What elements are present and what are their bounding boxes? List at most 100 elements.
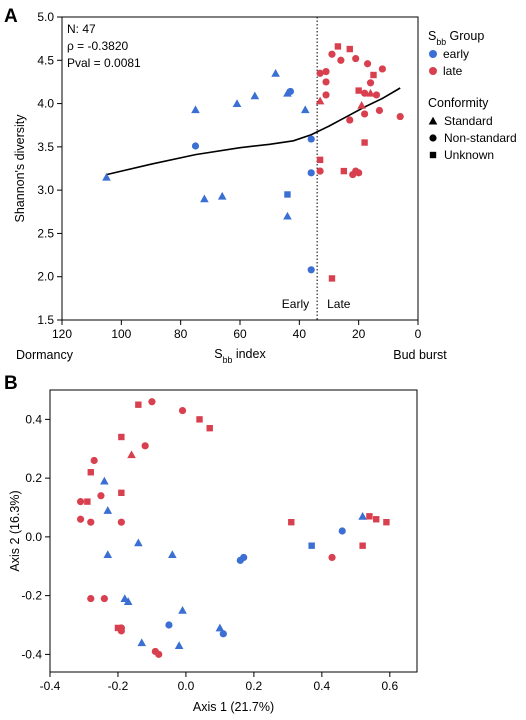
point-b-late-circle (100, 594, 108, 603)
point-b-late-circle (87, 518, 95, 526)
point-b-late-circle (148, 398, 156, 406)
point-b-early-square (308, 542, 315, 549)
x-end-label-right: Bud burst (393, 348, 447, 362)
x-tick-label-a: 0 (415, 327, 422, 341)
point-b-late-circle (155, 650, 163, 658)
stat-pval: Pval = 0.0081 (67, 56, 141, 70)
point-a-late-circle (375, 106, 384, 115)
point-b-late-square (196, 416, 203, 423)
point-b-late-square (87, 469, 94, 476)
legend-shape-square (429, 151, 437, 159)
point-b-late-circle (328, 553, 336, 562)
y-tick-label-a: 4.5 (37, 53, 54, 67)
legend-label-circle: Non-standard (444, 131, 517, 145)
point-b-late-square (383, 518, 390, 526)
legend-swatch-late (429, 67, 437, 75)
point-a-late-square (334, 43, 342, 50)
point-a-early-triangle (300, 105, 310, 114)
x-tick-label-a: 100 (111, 327, 131, 341)
x-tick-label-a: 20 (352, 327, 366, 341)
point-b-late-square (373, 516, 380, 523)
y-axis-label-b: Axis 2 (16.3%) (8, 490, 22, 571)
y-tick-label-a: 4.0 (37, 97, 54, 111)
point-a-late-circle (322, 91, 330, 99)
panel-b-letter: B (4, 373, 18, 394)
point-a-late-square (361, 139, 368, 146)
point-a-early-circle (307, 169, 315, 177)
stat-n: N: 47 (67, 22, 96, 36)
point-a-late-triangle (357, 101, 366, 109)
point-a-late-circle (316, 167, 324, 175)
legend-label-late: late (443, 64, 463, 78)
point-b-late-circle (117, 627, 125, 635)
point-a-late-triangle (315, 96, 325, 105)
y-tick-label-a: 5.0 (37, 10, 54, 24)
x-tick-label-b: -0.2 (108, 679, 129, 693)
point-a-late-circle (361, 110, 369, 118)
threshold-label-early: Early (282, 297, 309, 311)
point-a-late-square (370, 71, 377, 79)
point-b-early-triangle (137, 638, 147, 647)
point-b-late-circle (90, 456, 98, 465)
point-b-late-circle (76, 498, 85, 506)
point-b-early-triangle (358, 512, 367, 520)
legend-swatch-early (429, 50, 437, 58)
point-b-late-circle (141, 442, 149, 450)
x-tick-label-a: 60 (233, 327, 247, 341)
point-a-early-triangle (102, 172, 111, 181)
point-a-late-circle (316, 69, 324, 77)
x-tick-label-b: 0.6 (381, 679, 398, 693)
point-b-early-triangle (100, 476, 109, 485)
x-axis-label-a: Sbb index (214, 347, 266, 365)
point-a-late-triangle (366, 88, 375, 97)
point-b-early-circle (338, 527, 346, 535)
point-a-early-triangle (232, 99, 242, 108)
point-b-early-circle (165, 621, 173, 629)
point-a-late-circle (328, 50, 336, 58)
y-axis-label-a: Shannon's diversity (13, 114, 27, 223)
y-tick-label-a: 3.0 (37, 183, 54, 197)
x-end-label-left: Dormancy (16, 348, 74, 362)
legend-group-title: Sbb Group (428, 29, 484, 47)
x-tick-label-b: 0.4 (314, 679, 331, 693)
trend-line (106, 87, 401, 176)
threshold-label-late: Late (327, 297, 351, 311)
point-b-early-triangle (215, 623, 225, 632)
point-a-early-triangle (200, 194, 209, 203)
point-a-early-triangle (250, 91, 260, 100)
point-a-late-square (340, 167, 348, 175)
point-a-late-square (316, 156, 324, 164)
point-a-late-circle (355, 169, 363, 177)
legend-shape-circle (429, 134, 437, 142)
point-a-late-circle (366, 79, 375, 87)
point-a-early-circle (307, 135, 315, 143)
point-a-late-circle (361, 89, 369, 97)
x-tick-label-a: 80 (174, 327, 188, 341)
point-a-early-triangle (283, 211, 292, 220)
point-b-early-circle (236, 556, 244, 564)
y-tick-label-b: 0.2 (25, 471, 42, 485)
panel-b: -0.4 -0.2 0.0 0.2 0.4 0.6 -0.4 -0.2 0.0 0.2 0.4 Axi… (8, 389, 418, 714)
point-b-late-triangle (127, 450, 136, 459)
x-tick-label-a: 40 (293, 327, 307, 341)
legend-label-triangle: Standard (444, 114, 493, 128)
y-tick-label-a: 2.5 (37, 226, 54, 240)
x-tick-label-a: 120 (52, 327, 72, 341)
point-a-late-circle (322, 67, 330, 76)
y-tick-label-a: 2.0 (37, 270, 54, 284)
point-a-early-circle (286, 87, 295, 96)
point-a-late-square (346, 45, 353, 53)
point-b-late-circle (178, 406, 187, 415)
point-a-late-circle (352, 54, 360, 63)
y-tick-label-b: 0.0 (25, 530, 42, 544)
point-b-early-triangle (134, 538, 143, 547)
y-tick-label-a: 3.5 (37, 140, 54, 154)
point-b-late-square (84, 498, 91, 505)
point-a-early-circle (191, 142, 200, 150)
y-tick-label-b: 0.4 (25, 412, 42, 426)
x-tick-label-b: -0.4 (40, 679, 61, 693)
point-a-late-circle (372, 91, 381, 99)
point-a-early-circle (307, 266, 315, 274)
